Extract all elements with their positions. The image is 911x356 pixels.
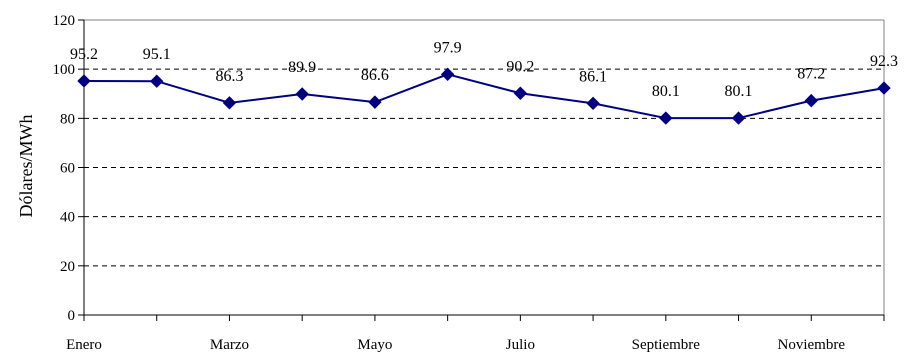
data-label-9: 80.1 <box>725 83 753 100</box>
x-tick-label-10: Noviembre <box>778 337 846 353</box>
axes <box>78 19 885 321</box>
data-point-7 <box>586 96 600 111</box>
y-tick-labels: 0 20 40 60 80 100 120 <box>53 13 76 324</box>
x-tick-label-0: Enero <box>66 337 102 353</box>
data-point-11 <box>877 81 891 95</box>
data-label-1: 95.1 <box>143 46 171 63</box>
data-point-4 <box>368 95 382 109</box>
series-line-path <box>83 73 885 120</box>
data-labels: 95.2 95.1 86.3 89.9 86.6 97.9 90.2 86.1 80.1 80.1… <box>70 39 898 100</box>
data-point-9 <box>731 111 746 125</box>
x-tick-label-4: Mayo <box>357 337 392 353</box>
data-point-10 <box>804 93 818 108</box>
x-tick-label-6: Julio <box>506 337 535 353</box>
data-point-1 <box>150 74 164 88</box>
y-axis-title: Dólares/MWh <box>16 115 36 218</box>
y-tick-label-0: 0 <box>68 308 76 324</box>
data-label-7: 86.1 <box>579 68 607 85</box>
data-label-0: 95.2 <box>70 46 98 63</box>
x-tick-label-2: Marzo <box>210 337 249 353</box>
data-label-11: 92.3 <box>870 53 898 70</box>
data-point-8 <box>659 111 673 125</box>
y-tick-label-20: 20 <box>60 259 75 275</box>
data-label-4: 86.6 <box>361 67 389 84</box>
series-line <box>83 73 885 120</box>
data-label-8: 80.1 <box>652 83 680 100</box>
y-tick-label-80: 80 <box>60 111 75 127</box>
gridlines <box>84 19 884 267</box>
data-point-5 <box>440 67 455 82</box>
data-point-0 <box>77 74 91 88</box>
data-label-10: 87.2 <box>797 66 825 83</box>
data-label-5: 97.9 <box>434 39 462 56</box>
y-tick-label-120: 120 <box>53 13 76 29</box>
data-label-2: 86.3 <box>215 68 243 85</box>
data-label-6: 90.2 <box>506 58 534 75</box>
y-tick-label-100: 100 <box>53 62 76 78</box>
data-markers <box>77 67 891 125</box>
data-point-6 <box>513 86 528 100</box>
x-tick-label-8: Septiembre <box>632 337 701 353</box>
y-tick-label-40: 40 <box>60 210 75 226</box>
data-point-2 <box>222 96 237 110</box>
y-tick-label-60: 60 <box>60 161 75 177</box>
data-label-3: 89.9 <box>288 59 316 76</box>
data-point-3 <box>295 87 309 101</box>
x-tick-labels: Enero Marzo Mayo Julio Septiembre Noviembre <box>66 337 845 353</box>
